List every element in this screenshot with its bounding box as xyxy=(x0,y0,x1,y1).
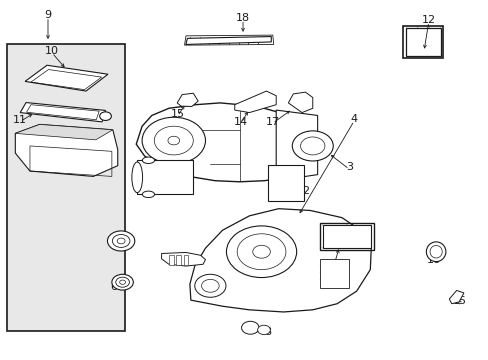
Polygon shape xyxy=(448,291,463,304)
Ellipse shape xyxy=(132,162,142,193)
Text: 10: 10 xyxy=(45,46,59,56)
Polygon shape xyxy=(276,110,317,181)
Polygon shape xyxy=(15,125,118,176)
Circle shape xyxy=(112,274,133,290)
Circle shape xyxy=(112,234,130,247)
Circle shape xyxy=(292,131,332,161)
Text: 17: 17 xyxy=(265,117,279,127)
Text: 8: 8 xyxy=(264,327,271,337)
Polygon shape xyxy=(6,44,125,330)
Text: 12: 12 xyxy=(421,15,435,25)
Polygon shape xyxy=(189,209,370,312)
Circle shape xyxy=(117,238,125,244)
Ellipse shape xyxy=(142,191,154,198)
Polygon shape xyxy=(288,92,312,113)
Text: 3: 3 xyxy=(345,162,352,172)
Polygon shape xyxy=(25,65,108,91)
Circle shape xyxy=(194,274,225,297)
Text: 13: 13 xyxy=(325,261,340,271)
Circle shape xyxy=(167,136,179,145)
Polygon shape xyxy=(136,103,317,182)
Circle shape xyxy=(107,231,135,251)
Bar xyxy=(176,255,181,265)
Bar xyxy=(267,165,304,201)
Text: 18: 18 xyxy=(236,13,249,23)
Text: 15: 15 xyxy=(452,296,466,306)
Text: 16: 16 xyxy=(426,255,440,265)
Text: 5: 5 xyxy=(177,255,184,265)
Circle shape xyxy=(142,117,205,164)
Polygon shape xyxy=(185,37,271,44)
Polygon shape xyxy=(177,93,198,107)
Circle shape xyxy=(300,137,325,155)
Bar xyxy=(183,255,188,265)
Ellipse shape xyxy=(429,246,441,258)
Polygon shape xyxy=(20,103,105,122)
Bar xyxy=(406,28,440,56)
Text: 4: 4 xyxy=(350,114,357,124)
Polygon shape xyxy=(234,91,276,113)
Bar xyxy=(137,160,193,194)
Polygon shape xyxy=(161,252,205,266)
Text: 11: 11 xyxy=(13,115,27,125)
Circle shape xyxy=(252,245,270,258)
Ellipse shape xyxy=(142,157,154,163)
Bar xyxy=(319,223,373,250)
Text: 7: 7 xyxy=(110,242,117,252)
Circle shape xyxy=(120,280,125,284)
Circle shape xyxy=(100,112,111,121)
Polygon shape xyxy=(15,125,113,140)
Circle shape xyxy=(241,321,259,334)
Circle shape xyxy=(201,279,219,292)
Bar xyxy=(403,26,443,58)
Text: 1: 1 xyxy=(187,179,194,189)
Text: 6: 6 xyxy=(110,282,117,292)
Circle shape xyxy=(237,234,285,270)
Circle shape xyxy=(257,325,270,334)
Text: 9: 9 xyxy=(44,10,51,20)
Ellipse shape xyxy=(426,242,445,262)
Bar xyxy=(322,225,370,248)
Text: 15: 15 xyxy=(170,109,184,120)
Bar xyxy=(320,259,348,288)
Circle shape xyxy=(154,126,193,155)
Circle shape xyxy=(226,226,296,278)
Circle shape xyxy=(116,277,129,287)
Text: 14: 14 xyxy=(234,117,247,127)
Bar xyxy=(168,255,173,265)
Text: 2: 2 xyxy=(301,186,308,196)
